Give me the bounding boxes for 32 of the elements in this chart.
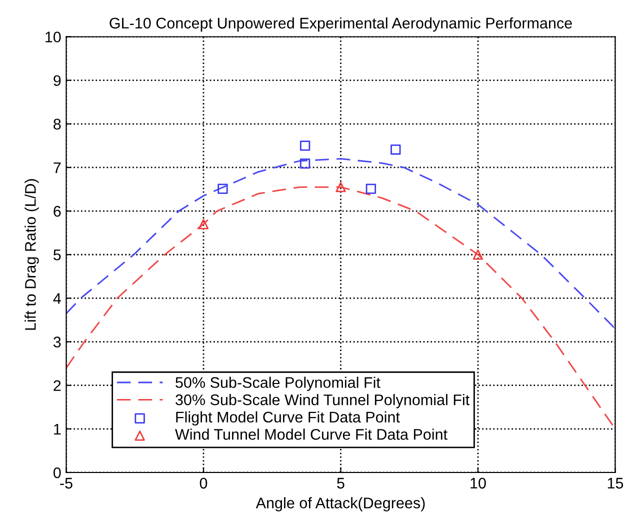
y-tick-label: 4	[53, 293, 61, 304]
legend-label: 30% Sub-Scale Wind Tunnel Polynomial Fit	[176, 394, 470, 408]
point	[300, 158, 310, 169]
y-axis-title: Lift to Drag Ratio (L/D)	[24, 179, 39, 330]
y-tick-label: 5	[54, 250, 61, 260]
y-tick-label: 9	[54, 75, 61, 86]
line-series	[66, 158, 616, 330]
point	[390, 144, 401, 155]
y-tick-label: 10	[46, 32, 61, 42]
x-tick-label: 5	[337, 478, 344, 489]
point	[472, 250, 484, 260]
y-tick-label: 6	[54, 206, 61, 217]
point	[300, 140, 310, 151]
y-tick-label: 8	[54, 118, 61, 130]
point	[336, 182, 346, 192]
point	[366, 184, 376, 194]
legend-label: Wind Tunnel Model Curve Fit Data Point	[175, 428, 448, 440]
point	[218, 184, 228, 194]
y-tick-label: 0	[53, 467, 61, 478]
point	[198, 219, 209, 230]
y-tick-label: 2	[54, 380, 61, 391]
y-tick-label: 7	[54, 162, 61, 174]
x-tick-label: 0	[200, 478, 208, 489]
x-tick-label: -5	[60, 478, 72, 489]
x-tick-label: 15	[608, 478, 624, 489]
x-tick-label: 10	[470, 478, 486, 489]
chart-title: GL-10 Concept Unpowered Experimental Aerodynamic Performance	[110, 17, 572, 32]
y-tick-label: 3	[53, 336, 61, 348]
x-axis-title: Angle of Attack(Degrees)	[256, 497, 425, 512]
y-tick-label: 1	[54, 424, 61, 434]
legend-label: Flight Model Curve Fit Data Point	[176, 411, 400, 426]
legend-label: 50% Sub-Scale Polynomial Fit	[176, 376, 380, 391]
